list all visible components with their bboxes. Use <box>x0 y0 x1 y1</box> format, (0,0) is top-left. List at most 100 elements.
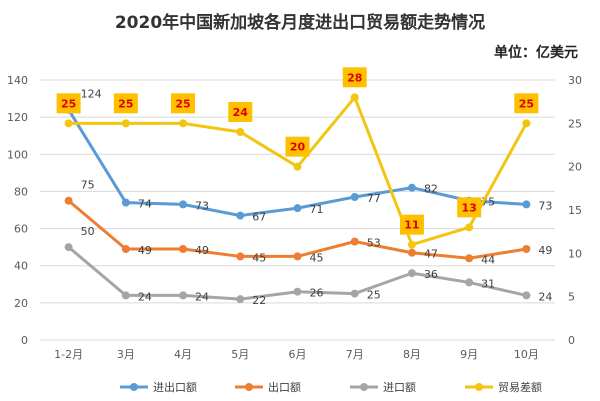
y-left-tick: 100 <box>7 148 28 161</box>
data-label: 25 <box>61 97 76 110</box>
data-label: 77 <box>367 192 381 205</box>
y-right-tick: 10 <box>568 247 582 260</box>
data-point <box>236 295 245 304</box>
data-label: 49 <box>538 244 552 257</box>
chart-title: 2020年中国新加坡各月度进出口贸易额走势情况 <box>114 13 486 33</box>
data-label-box <box>342 67 367 88</box>
data-label-box <box>228 102 253 122</box>
data-label: 45 <box>252 251 266 264</box>
data-label: 20 <box>290 141 306 154</box>
y-left-tick: 40 <box>14 260 28 273</box>
data-point <box>64 243 73 252</box>
data-label: 31 <box>481 277 495 290</box>
x-tick: 4月 <box>174 348 192 361</box>
y-right-tick: 25 <box>568 117 582 130</box>
data-point <box>121 119 130 128</box>
legend-item: 进口额 <box>383 381 416 394</box>
data-label: 75 <box>81 179 95 192</box>
data-label: 25 <box>367 289 381 302</box>
data-label: 49 <box>195 244 209 257</box>
data-point <box>465 223 474 232</box>
data-point <box>121 198 130 207</box>
data-point <box>522 200 531 209</box>
data-point <box>179 291 188 300</box>
legend-marker <box>360 383 368 391</box>
data-point <box>350 237 359 246</box>
data-label: 53 <box>367 237 381 250</box>
data-label-box <box>56 93 81 114</box>
data-label: 124 <box>81 88 102 101</box>
legend-marker <box>130 383 138 391</box>
y-right-tick: 20 <box>568 161 582 174</box>
data-point <box>407 183 416 192</box>
data-point <box>236 128 245 136</box>
data-point <box>522 291 531 300</box>
x-tick: 3月 <box>117 348 135 361</box>
y-left-tick: 60 <box>14 223 28 236</box>
x-tick: 10月 <box>514 348 539 361</box>
data-label: 47 <box>424 248 438 261</box>
x-tick: 7月 <box>346 348 364 361</box>
data-label: 11 <box>404 219 419 232</box>
data-label: 24 <box>195 290 209 303</box>
data-label: 73 <box>538 199 552 212</box>
data-point <box>293 287 302 296</box>
legend-item: 贸易差额 <box>498 380 542 394</box>
data-label: 25 <box>175 97 190 110</box>
data-label-box <box>285 136 310 157</box>
data-point <box>407 240 416 249</box>
data-label-box <box>514 93 539 114</box>
data-point <box>293 162 302 171</box>
data-label: 13 <box>462 201 477 214</box>
y-right-tick: 0 <box>568 334 575 347</box>
x-tick: 6月 <box>289 348 307 361</box>
data-point <box>179 119 188 128</box>
data-label: 24 <box>538 290 552 303</box>
unit-label: 单位：亿美元 <box>494 45 578 61</box>
legend-marker <box>245 383 253 391</box>
data-label: 74 <box>138 198 152 211</box>
data-label-box <box>457 197 482 218</box>
x-tick: 1-2月 <box>54 348 83 361</box>
data-label: 36 <box>424 268 438 281</box>
data-label: 45 <box>310 251 324 264</box>
legend-marker <box>475 383 483 391</box>
data-label: 25 <box>118 97 133 110</box>
data-label: 73 <box>195 199 209 212</box>
series-line <box>68 94 528 247</box>
data-label: 28 <box>347 71 362 84</box>
data-label: 22 <box>252 294 266 307</box>
data-point <box>121 291 130 300</box>
data-point <box>293 204 302 213</box>
data-point <box>350 289 359 298</box>
data-point <box>179 200 188 209</box>
data-point <box>236 211 245 220</box>
data-point <box>407 269 416 278</box>
data-label-box <box>113 93 138 114</box>
y-left-tick: 120 <box>7 111 28 124</box>
y-right-tick: 5 <box>568 291 575 304</box>
data-point <box>407 248 416 257</box>
data-point <box>465 278 474 287</box>
data-label: 44 <box>481 253 495 266</box>
data-label: 67 <box>252 211 266 224</box>
y-left-tick: 20 <box>14 297 28 310</box>
data-point <box>522 245 531 253</box>
data-label-box <box>171 93 196 114</box>
data-label: 25 <box>519 97 534 110</box>
x-tick: 5月 <box>231 348 249 361</box>
data-point <box>293 252 302 261</box>
y-right-tick: 30 <box>568 74 582 87</box>
data-point <box>64 196 73 205</box>
data-point <box>522 119 531 128</box>
data-label: 24 <box>138 290 152 303</box>
data-label: 26 <box>310 287 324 300</box>
legend-item: 出口额 <box>268 380 301 394</box>
data-point <box>350 193 359 201</box>
data-label: 82 <box>424 183 438 196</box>
data-point <box>236 252 245 261</box>
data-point <box>179 245 188 253</box>
data-label: 24 <box>233 106 249 119</box>
x-tick: 9月 <box>460 348 478 361</box>
